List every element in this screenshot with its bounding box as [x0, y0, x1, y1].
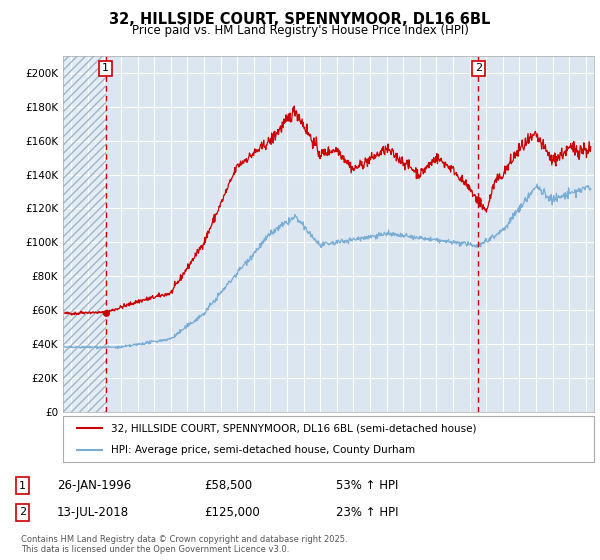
- Text: 1: 1: [19, 480, 26, 491]
- Text: 32, HILLSIDE COURT, SPENNYMOOR, DL16 6BL (semi-detached house): 32, HILLSIDE COURT, SPENNYMOOR, DL16 6BL…: [111, 423, 476, 433]
- Text: 2: 2: [19, 507, 26, 517]
- FancyBboxPatch shape: [63, 416, 594, 462]
- Text: 1: 1: [102, 63, 109, 73]
- Text: 53% ↑ HPI: 53% ↑ HPI: [336, 479, 398, 492]
- Text: Contains HM Land Registry data © Crown copyright and database right 2025.
This d: Contains HM Land Registry data © Crown c…: [21, 535, 347, 554]
- Text: 23% ↑ HPI: 23% ↑ HPI: [336, 506, 398, 519]
- Text: 13-JUL-2018: 13-JUL-2018: [57, 506, 129, 519]
- Text: £125,000: £125,000: [204, 506, 260, 519]
- Text: 32, HILLSIDE COURT, SPENNYMOOR, DL16 6BL: 32, HILLSIDE COURT, SPENNYMOOR, DL16 6BL: [109, 12, 491, 27]
- Text: Price paid vs. HM Land Registry's House Price Index (HPI): Price paid vs. HM Land Registry's House …: [131, 24, 469, 36]
- Text: HPI: Average price, semi-detached house, County Durham: HPI: Average price, semi-detached house,…: [111, 445, 415, 455]
- Text: 26-JAN-1996: 26-JAN-1996: [57, 479, 131, 492]
- Text: 2: 2: [475, 63, 482, 73]
- Text: £58,500: £58,500: [204, 479, 252, 492]
